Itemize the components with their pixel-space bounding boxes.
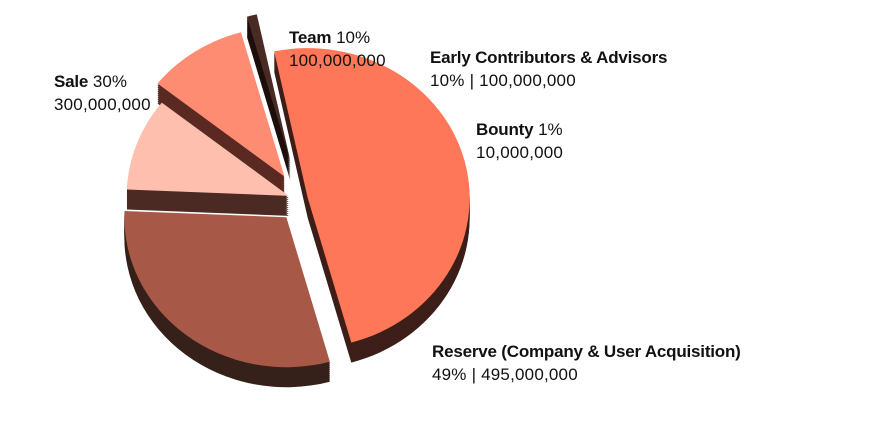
bounty-amount: 10,000,000 [476,143,564,162]
team-percent: 10% [336,28,371,47]
sale-percent: 30% [92,72,127,91]
legend-sale: Sale 30% 300,000,000 [54,70,151,116]
sale-name: Sale [54,72,89,91]
sale-amount: 300,000,000 [54,95,151,114]
reserve-percent: 49% [432,365,467,384]
early-contributors-percent: 10% [430,71,465,90]
bounty-name: Bounty [476,120,534,139]
reserve-amount: 495,000,000 [481,365,578,384]
legend-team: Team 10% 100,000,000 [289,26,386,72]
pie-slice-reserve-company-user-acquisition [274,48,470,343]
team-amount: 100,000,000 [289,51,386,70]
pie-slice-bounty [246,14,291,162]
bounty-percent: 1% [538,120,563,139]
legend-reserve: Reserve (Company & User Acquisition) 49%… [432,340,741,386]
early-contributors-name: Early Contributors & Advisors [430,48,668,67]
early-contributors-separator: | [469,71,475,90]
legend-bounty: Bounty 1% 10,000,000 [476,118,563,164]
pie-tops [124,14,470,368]
team-name: Team [289,28,332,47]
pie-slice-sale [124,211,330,368]
early-contributors-amount: 100,000,000 [479,71,576,90]
reserve-separator: | [471,365,477,384]
legend-early-contributors: Early Contributors & Advisors 10% | 100,… [430,46,667,92]
reserve-name: Reserve (Company & User Acquisition) [432,342,741,361]
pie-slice-team [126,102,289,196]
pie-slice-early-contributors-advisors [157,32,285,177]
pie-slice-side-bounty [246,16,291,182]
